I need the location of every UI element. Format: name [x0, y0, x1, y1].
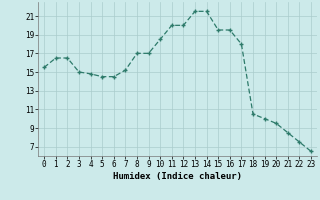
X-axis label: Humidex (Indice chaleur): Humidex (Indice chaleur) [113, 172, 242, 181]
